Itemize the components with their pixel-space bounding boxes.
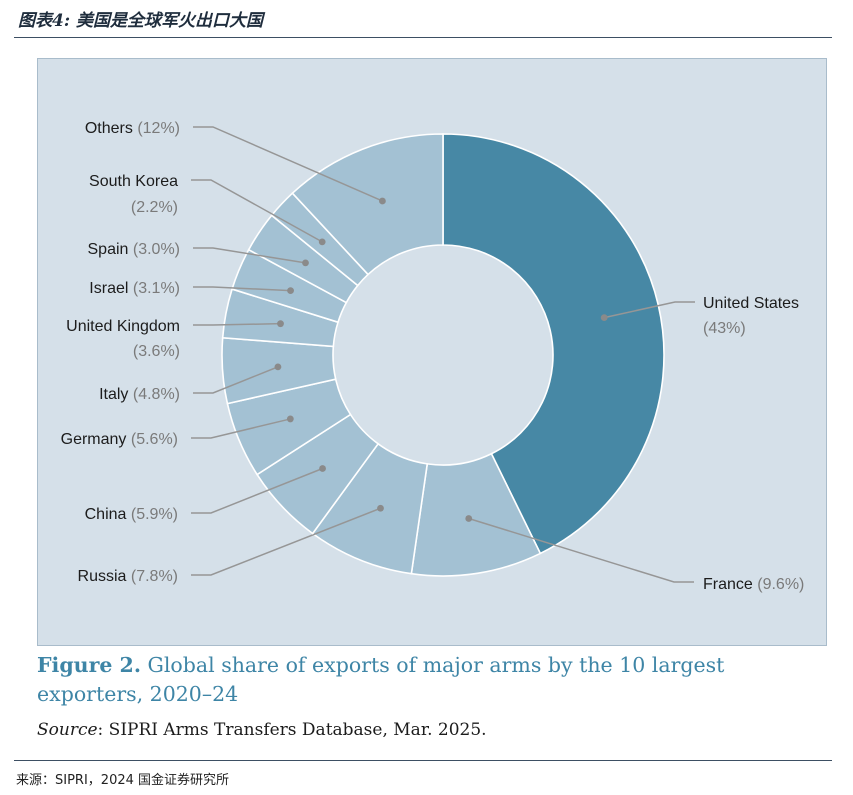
label-name-russia: Russia xyxy=(78,568,127,585)
label-name-others: Others xyxy=(85,120,133,137)
leader-dot-south-korea xyxy=(318,238,326,246)
label-name-south-korea: South Korea xyxy=(89,173,178,190)
label-russia: Russia (7.8%) xyxy=(78,568,178,585)
label-name-china: China xyxy=(85,506,127,523)
donut-chart: United States (43%) France (9.6%) Russia (7… xyxy=(61,120,805,593)
leader-dot-israel xyxy=(287,287,294,294)
label-pct-russia: (7.8%) xyxy=(126,568,178,585)
label-name-united-states: United States xyxy=(703,295,799,312)
header-rule xyxy=(14,37,832,38)
footer-note: 来源：SIPRI，2024 国金证券研究所 xyxy=(16,773,230,788)
leader-line-israel xyxy=(193,286,291,292)
figure-number: Figure 2. xyxy=(37,653,141,677)
leader-line-germany xyxy=(191,418,291,439)
label-pct-united-kingdom: (3.6%) xyxy=(133,343,180,360)
label-name-united-kingdom: United Kingdom xyxy=(66,318,180,335)
label-pct-germany: (5.6%) xyxy=(126,431,178,448)
leader-line-united-kingdom xyxy=(193,322,281,326)
leader-line-spain xyxy=(193,247,306,264)
label-spain: Spain (3.0%) xyxy=(88,241,181,258)
label-south-korea: South Korea xyxy=(89,173,178,190)
label-italy: Italy (4.8%) xyxy=(99,386,180,403)
label-pct-spain: (3.0%) xyxy=(128,241,180,258)
chart-panel: United States (43%) France (9.6%) Russia (7… xyxy=(37,58,827,646)
label-china: China (5.9%) xyxy=(85,506,178,523)
label-name-italy: Italy xyxy=(99,386,128,403)
leader-dot-united-states xyxy=(600,314,608,321)
leader-dot-united-kingdom xyxy=(277,320,284,328)
source-label: Source xyxy=(37,720,98,740)
label-pct-south-korea: (2.2%) xyxy=(131,199,178,216)
label-united-kingdom: United Kingdom xyxy=(66,318,180,335)
leader-dot-france xyxy=(465,515,473,522)
leader-line-south-korea xyxy=(191,179,323,243)
label-others: Others (12%) xyxy=(85,120,180,137)
label-pct-israel: (3.1%) xyxy=(128,280,180,297)
leader-line-china xyxy=(191,467,323,514)
footer-rule xyxy=(14,760,832,761)
label-pct-italy: (4.8%) xyxy=(128,386,180,403)
source-text: : SIPRI Arms Transfers Database, Mar. 20… xyxy=(97,720,487,740)
label-pct-united-states: (43%) xyxy=(703,320,746,337)
source-line: Source: SIPRI Arms Transfers Database, M… xyxy=(37,720,487,740)
report-title: 图表4: 美国是全球军火出口大国 xyxy=(18,11,264,31)
leader-line-russia xyxy=(191,507,381,576)
leader-dot-germany xyxy=(286,415,294,423)
label-pct-france: (9.6%) xyxy=(753,576,805,593)
label-name-germany: Germany xyxy=(61,431,127,448)
leader-line-united-states xyxy=(604,301,695,319)
label-israel: Israel (3.1%) xyxy=(89,280,180,297)
label-pct-others: (12%) xyxy=(133,120,180,137)
slice-united-states xyxy=(442,133,665,555)
leader-dot-spain xyxy=(302,259,309,267)
leader-dot-italy xyxy=(274,363,282,371)
label-pct-china: (5.9%) xyxy=(126,506,178,523)
leader-line-others xyxy=(193,126,383,202)
label-germany: Germany (5.6%) xyxy=(61,431,178,448)
label-france: France (9.6%) xyxy=(703,576,804,593)
figure-caption-text: Global share of exports of major arms by… xyxy=(37,653,725,706)
label-name-spain: Spain xyxy=(88,241,129,258)
leader-dot-others xyxy=(379,197,386,205)
leader-dot-russia xyxy=(377,504,384,512)
label-name-israel: Israel xyxy=(89,280,128,297)
leader-dot-china xyxy=(319,465,326,472)
label-name-france: France xyxy=(703,576,753,593)
label-united-states: United States xyxy=(703,295,799,312)
figure-caption: Figure 2. Global share of exports of maj… xyxy=(37,651,827,709)
leader-line-italy xyxy=(193,366,279,394)
leader-line-france xyxy=(468,517,694,583)
slice-others xyxy=(291,133,444,276)
